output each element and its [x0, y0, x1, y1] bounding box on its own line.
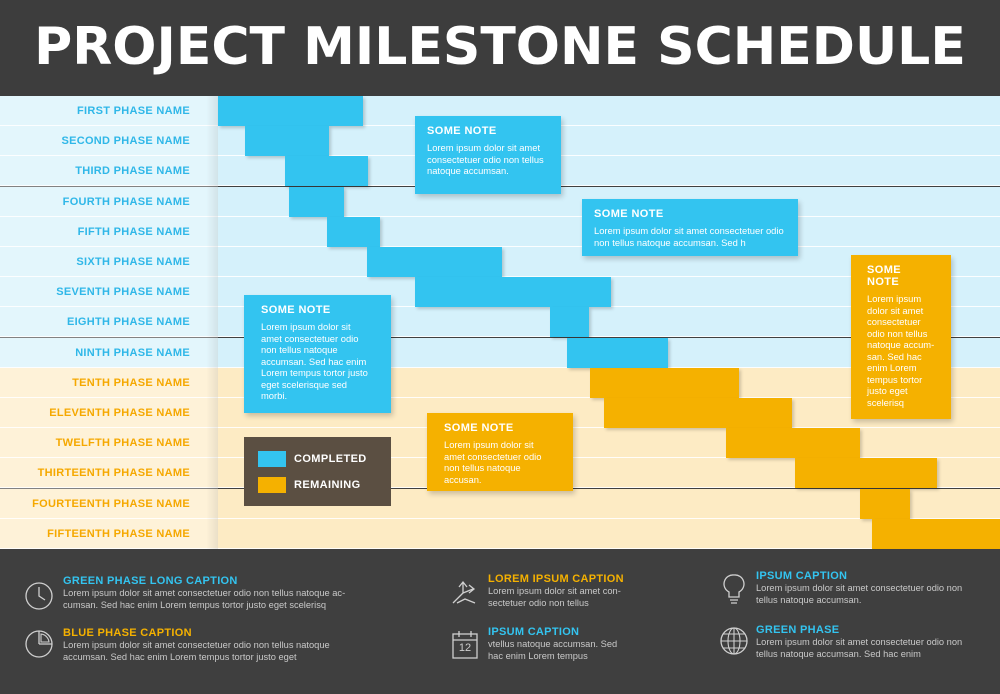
footer-caption-title: GREEN PHASE LONG CAPTION — [63, 575, 238, 587]
footer-caption-text: Lorem ipsum dolor sit amet consectetuer … — [63, 588, 346, 610]
gantt-chart: FIRST PHASE NAME SECOND PHASE NAME THIRD P… — [0, 96, 1000, 549]
phase-bar — [245, 126, 330, 157]
calendar-day: 12 — [458, 642, 472, 654]
phase-bar — [726, 428, 861, 459]
phase-label: NINTH PHASE NAME — [75, 346, 190, 359]
phase-bar — [871, 518, 1000, 549]
phase-label: SIXTH PHASE NAME — [76, 256, 190, 268]
phase-bar — [285, 156, 369, 187]
footer-caption-title: GREEN PHASE — [756, 624, 840, 636]
phase-row — [0, 307, 1000, 338]
phase-label: TWELFTH PHASE NAME — [55, 437, 190, 450]
phase-label: FOURTH PHASE NAME — [62, 195, 190, 208]
phase-label: FIRST PHASE NAME — [77, 105, 190, 117]
phase-label: FOURTEENTH PHASE NAME — [32, 497, 190, 510]
phase-bar — [415, 277, 611, 308]
phase-label: THIRTEENTH PHASE NAME — [37, 467, 190, 480]
phase-label: FIFTEENTH PHASE NAME — [47, 527, 190, 540]
note-text: Lorem ipsum dolor sit amet consectetuer … — [594, 225, 784, 248]
phase-bar — [289, 186, 344, 217]
footer: GREEN PHASE LONG CAPTION Lorem ipsum dol… — [0, 549, 1000, 694]
note-text: Lorem ipsum dolor sit amet consectetuer … — [427, 142, 544, 176]
note-title: SOME NOTE — [444, 422, 514, 434]
footer-caption-title: IPSUM CAPTION — [488, 626, 580, 638]
phase-label: ELEVENTH PHASE NAME — [49, 407, 190, 419]
phase-bar — [860, 488, 911, 519]
phase-bar — [566, 337, 668, 368]
phase-row — [0, 216, 1000, 247]
footer-caption-text: Lorem ipsum dolor sit amet con-sectetuer… — [488, 586, 621, 608]
note-2: SOME NOTE Lorem ipsum dolor sit amet con… — [582, 199, 798, 256]
note-4: SOME NOTE Lorem ipsum dolor sit amet con… — [244, 295, 391, 413]
footer-caption-title: LOREM IPSUM CAPTION — [488, 573, 624, 585]
phase-label: THIRD PHASE NAME — [75, 165, 190, 178]
note-3: SOME NOTE Lorem ipsum dolor sit amet con… — [851, 255, 951, 419]
footer-caption-title: IPSUM CAPTION — [756, 570, 848, 582]
note-text: Lorem ipsum dolor sit amet consectetuer … — [867, 293, 935, 408]
footer-caption-text: Lorem ipsum dolor sit amet consectetuer … — [756, 637, 963, 659]
legend-swatch-remaining — [258, 477, 286, 493]
phase-bar — [603, 398, 792, 428]
header: PROJECT MILESTONE SCHEDULE — [0, 0, 1000, 96]
phase-row — [0, 518, 1000, 549]
chart-legend: COMPLETED REMAINING — [244, 437, 391, 506]
phase-label: SEVENTH PHASE NAME — [56, 286, 190, 299]
phase-bar — [795, 458, 937, 489]
phase-bar — [366, 247, 502, 277]
legend-label-completed: COMPLETED — [294, 453, 367, 465]
note-title: SOME NOTE — [261, 304, 331, 316]
footer-caption-title: BLUE PHASE CAPTION — [63, 627, 192, 639]
label-column — [0, 96, 218, 549]
footer-caption-text: Lorem ipsum dolor sit amet consectetuer … — [756, 583, 963, 605]
note-title: SOME NOTE — [867, 264, 901, 288]
phase-row — [0, 488, 1000, 519]
note-text: Lorem ipsum dolor sit amet consectetuer … — [444, 439, 542, 485]
label-column-shadow — [206, 96, 218, 549]
note-text: Lorem ipsum dolor sit amet consectetuer … — [261, 321, 368, 401]
note-title: SOME NOTE — [594, 208, 664, 220]
page-title: PROJECT MILESTONE SCHEDULE — [34, 17, 966, 77]
phase-bar — [590, 367, 739, 398]
phase-label: SECOND PHASE NAME — [61, 135, 190, 148]
note-title: SOME NOTE — [427, 125, 497, 137]
phase-row — [0, 337, 1000, 368]
footer-caption-text: vtellus natoque accumsan. Sed hac enim L… — [488, 639, 618, 661]
note-1: SOME NOTE Lorem ipsum dolor sit amet con… — [415, 116, 561, 194]
phase-label: TENTH PHASE NAME — [72, 376, 190, 389]
note-5: SOME NOTE Lorem ipsum dolor sit amet con… — [427, 413, 573, 491]
legend-swatch-completed — [258, 451, 286, 467]
phase-label: FIFTH PHASE NAME — [77, 225, 190, 238]
legend-label-remaining: REMAINING — [294, 479, 361, 491]
phase-bar — [218, 96, 364, 126]
phase-row — [0, 367, 1000, 398]
phase-label: EIGHTH PHASE NAME — [66, 316, 190, 329]
phase-bar — [549, 307, 590, 338]
phase-bar — [326, 216, 380, 247]
footer-caption-text: Lorem ipsum dolor sit amet consectetuer … — [63, 640, 330, 662]
